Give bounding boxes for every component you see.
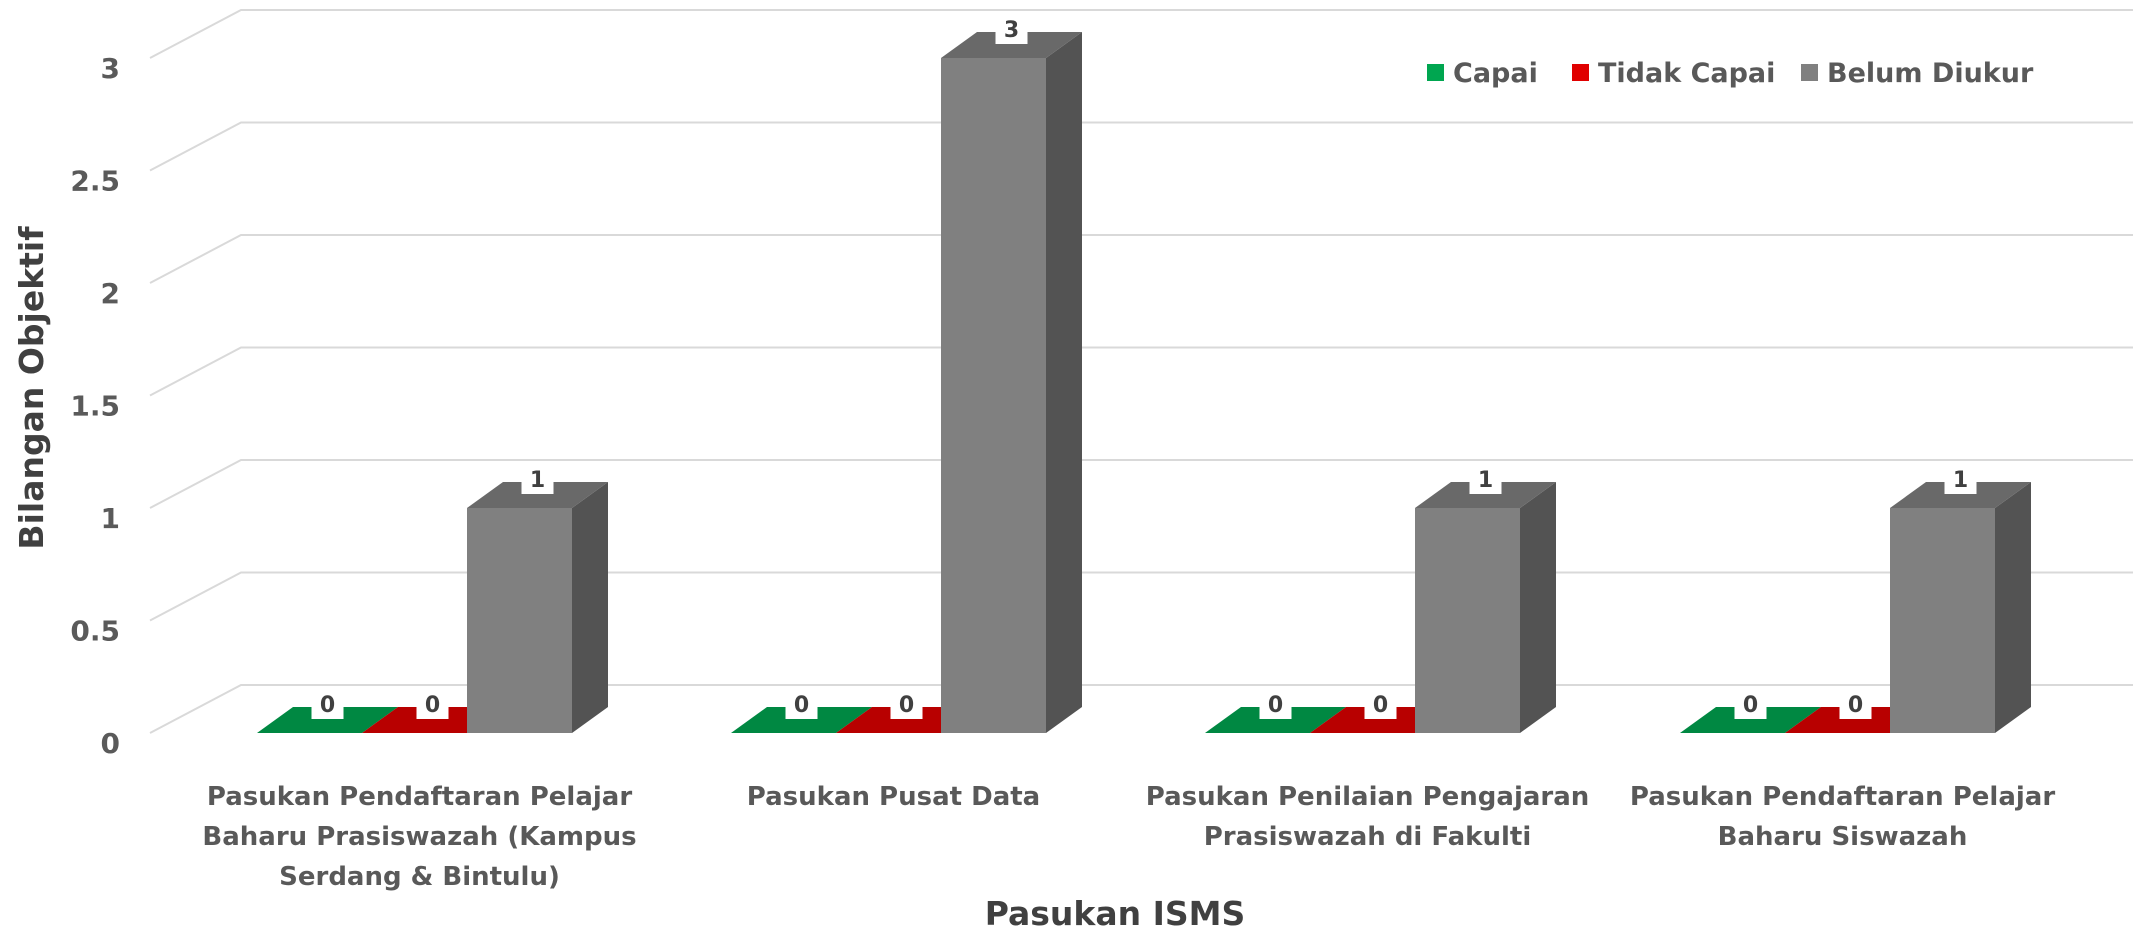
data-label: 0	[890, 689, 923, 719]
legend-item: Belum Diukur	[1801, 58, 2034, 89]
gridline	[149, 459, 2133, 509]
svg-text:0: 0	[320, 693, 335, 718]
legend: Capai Tidak Capai Belum Diukur	[1427, 58, 2034, 89]
gridline	[149, 234, 2133, 284]
gridline	[149, 121, 2133, 172]
bar-capai	[1680, 707, 1821, 733]
legend-swatch	[1427, 64, 1444, 81]
data-label: 0	[311, 689, 344, 719]
legend-swatch	[1801, 64, 1818, 81]
legend-label: Tidak Capai	[1598, 58, 1775, 89]
x-category-label: Pasukan Pusat Data	[747, 782, 1040, 812]
svg-text:0: 0	[1848, 693, 1863, 718]
data-label: 0	[785, 689, 818, 719]
data-label: 0	[1364, 689, 1397, 719]
legend-label: Capai	[1453, 58, 1538, 89]
svg-text:0: 0	[425, 693, 440, 718]
data-labels: 0 0 1 0 0 3 0 0 1 0 0 1	[311, 14, 1977, 719]
y-tick-label: 2	[101, 277, 120, 310]
svg-text:0: 0	[794, 693, 809, 718]
y-tick-label: 0.5	[70, 615, 120, 648]
gridline	[149, 571, 2133, 622]
svg-text:1: 1	[1953, 468, 1968, 493]
bar-belum-diukur	[467, 482, 608, 733]
x-category-label: Pasukan Pendaftaran Pelajar Baharu Prasis…	[202, 782, 636, 892]
svg-text:0: 0	[1743, 693, 1758, 718]
bars	[257, 32, 2031, 733]
data-label: 0	[1839, 689, 1872, 719]
x-category-label: Pasukan Pendaftaran Pelajar Baharu Siswaz…	[1630, 782, 2055, 852]
y-tick-label: 0	[101, 727, 120, 760]
y-axis-ticks: 0 0.5 1 1.5 2 2.5 3	[70, 52, 120, 760]
bar-capai	[1205, 707, 1346, 733]
legend-label: Belum Diukur	[1827, 58, 2034, 89]
bar-capai	[257, 707, 398, 733]
svg-text:0: 0	[1373, 693, 1388, 718]
gridline	[149, 346, 2133, 397]
gridline	[149, 9, 2133, 59]
data-label: 1	[1469, 464, 1502, 494]
data-label: 0	[1734, 689, 1767, 719]
data-label: 0	[1259, 689, 1292, 719]
data-label: 0	[416, 689, 449, 719]
gridlines	[149, 9, 2133, 734]
svg-text:3: 3	[1004, 18, 1019, 43]
data-label: 3	[995, 14, 1028, 44]
x-axis-title: Pasukan ISMS	[985, 894, 1246, 930]
data-label: 1	[521, 464, 554, 494]
bar-belum-diukur	[941, 32, 1082, 733]
y-tick-label: 3	[101, 52, 120, 85]
y-tick-label: 2.5	[70, 165, 120, 198]
legend-swatch	[1572, 64, 1589, 81]
svg-text:0: 0	[1268, 693, 1283, 718]
svg-text:0: 0	[899, 693, 914, 718]
svg-text:1: 1	[1478, 468, 1493, 493]
bar-capai	[731, 707, 872, 733]
x-axis-categories: Pasukan Pendaftaran Pelajar Baharu Prasis…	[202, 782, 2055, 892]
y-tick-label: 1	[101, 502, 120, 535]
legend-item: Capai	[1427, 58, 1538, 89]
data-label: 1	[1944, 464, 1977, 494]
y-axis-title: Bilangan Objektif	[12, 226, 51, 550]
bar-belum-diukur	[1415, 482, 1556, 733]
legend-item: Tidak Capai	[1572, 58, 1775, 89]
svg-text:1: 1	[530, 468, 545, 493]
bar-belum-diukur	[1890, 482, 2031, 733]
x-category-label: Pasukan Penilaian Pengajaran Prasiswazah …	[1146, 782, 1590, 852]
y-tick-label: 1.5	[70, 390, 120, 423]
